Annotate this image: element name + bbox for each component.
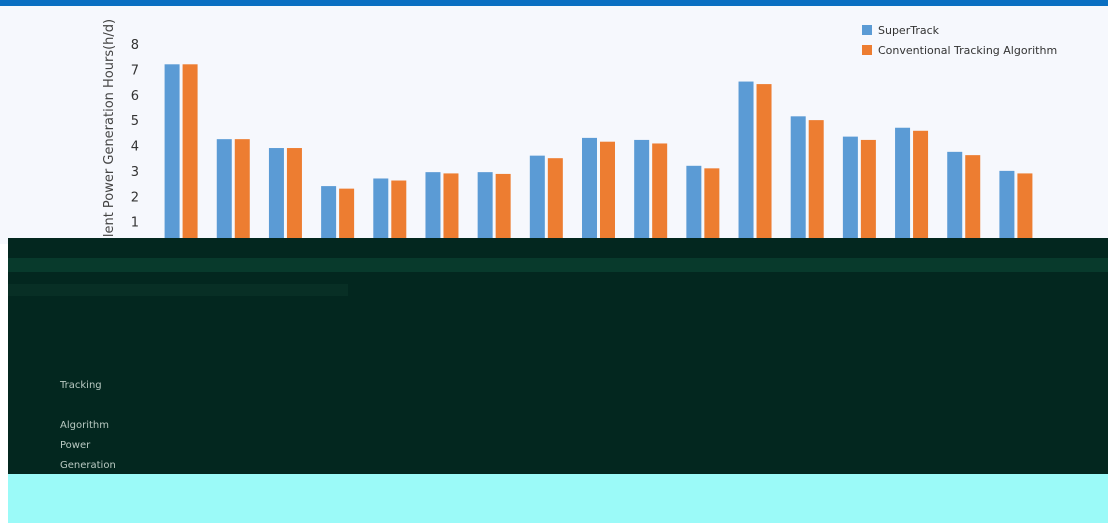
bar — [373, 178, 389, 247]
bottom-band — [8, 474, 1108, 523]
legend-swatch — [862, 25, 872, 35]
y-tick-label: 4 — [131, 140, 139, 155]
corrupted-region — [8, 238, 1108, 474]
bar — [634, 139, 650, 247]
y-tick-label: 8 — [131, 38, 139, 53]
bar — [425, 172, 441, 247]
bar — [321, 186, 337, 247]
bar — [913, 130, 929, 247]
bar — [704, 168, 720, 247]
bar — [547, 158, 563, 247]
legend-swatch — [862, 45, 872, 55]
bar — [652, 143, 668, 247]
bar — [234, 139, 250, 247]
bar — [860, 139, 876, 247]
y-tick-label: 6 — [131, 89, 139, 104]
legend-label: SuperTrack — [878, 24, 940, 37]
bar — [999, 170, 1015, 247]
bar — [495, 173, 511, 247]
bar — [738, 81, 754, 248]
y-tick-label: 7 — [131, 63, 139, 78]
bar — [477, 172, 493, 247]
bar — [582, 137, 597, 247]
bar — [443, 173, 459, 247]
bar — [286, 148, 302, 247]
bar — [268, 148, 284, 247]
table-row-label: Power — [60, 440, 91, 451]
y-tick-label: 3 — [131, 165, 139, 180]
bar — [947, 151, 963, 247]
bar — [339, 188, 355, 247]
y-tick-label: 1 — [131, 216, 139, 231]
bar — [391, 180, 407, 247]
bar — [790, 116, 806, 247]
bar — [895, 127, 911, 247]
table-row-label: Generation — [60, 460, 116, 471]
bar — [529, 155, 545, 247]
bar — [965, 155, 981, 247]
bar — [1017, 173, 1033, 247]
corrupted-band — [8, 258, 1108, 272]
bar — [808, 120, 824, 247]
table-row-label: Tracking — [60, 380, 102, 391]
table-row-label: Algorithm — [60, 420, 109, 431]
y-axis-label: Equivalent Power Generation Hours(h/d) — [102, 19, 117, 281]
bar — [756, 84, 772, 247]
bar — [842, 136, 858, 247]
bar — [600, 141, 615, 247]
bar — [182, 64, 198, 247]
bar — [216, 139, 232, 247]
y-tick-label: 2 — [131, 190, 139, 205]
bar — [686, 165, 702, 247]
y-tick-label: 5 — [131, 114, 139, 129]
legend: SuperTrack Conventional Tracking Algorith… — [862, 24, 1057, 57]
corrupted-band-2 — [8, 284, 348, 296]
legend-label: Conventional Tracking Algorithm — [878, 44, 1057, 57]
top-accent-bar — [0, 0, 1108, 6]
bar — [164, 64, 180, 247]
